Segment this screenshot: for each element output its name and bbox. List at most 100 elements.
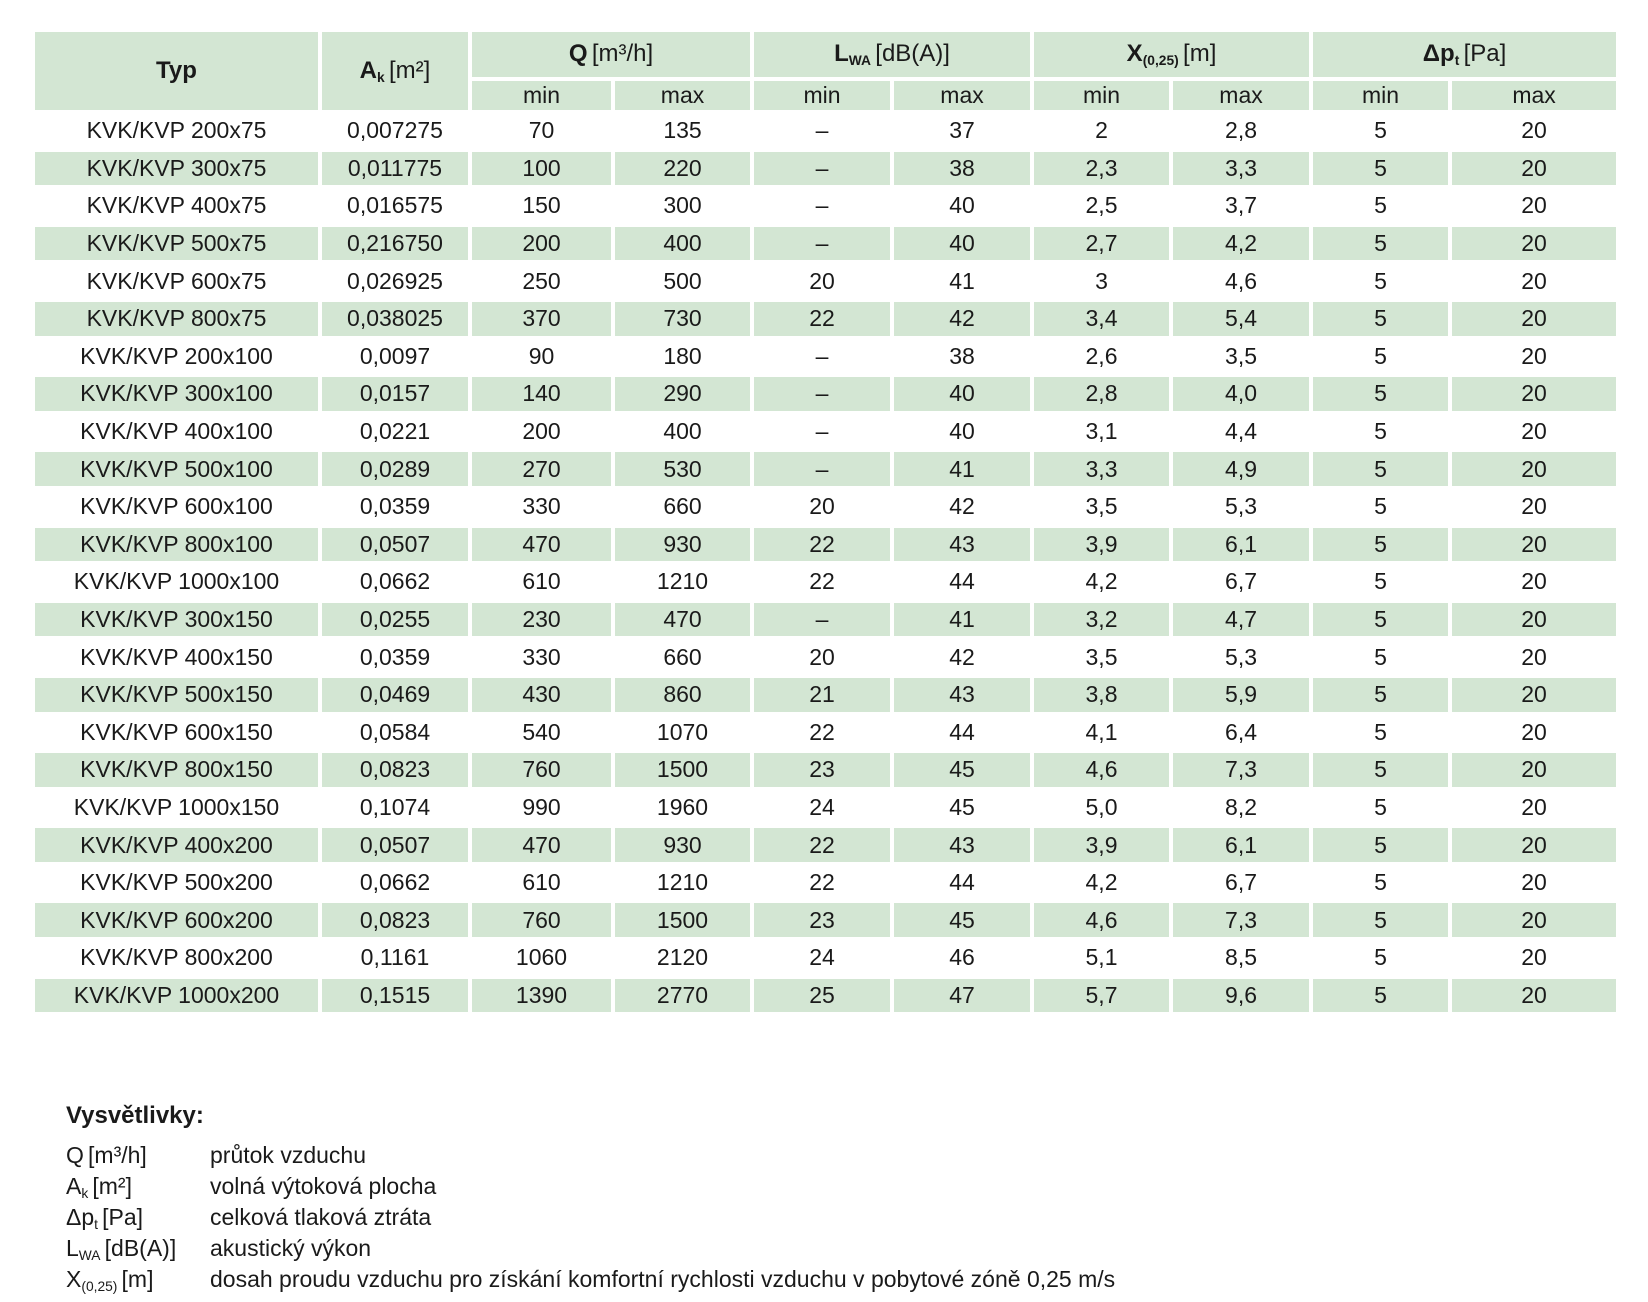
value-cell: 5 [1311,713,1451,752]
value-cell: 2,6 [1032,337,1172,376]
value-cell: 2,3 [1032,149,1172,188]
value-cell: 3,9 [1032,525,1172,564]
col-ak: Ak [m²] [320,30,470,112]
lwa-unit: [dB(A)] [875,40,950,68]
value-cell: 330 [470,638,613,676]
table-row: KVK/KVP 300x150 0,0255 230 470–41 3,2 4,7 5 20 [33,600,1619,639]
value-cell: 5 [1311,224,1451,263]
table-header: Typ Ak [m²] Q [m³/h] LWA [dB(A)] X(0,25) [m]… [33,30,1619,112]
value-cell: 930 [613,525,753,564]
table-row: KVK/KVP 600x150 0,0584 540 1070 22 44 4,1 6,4 5 2… [33,713,1619,752]
value-cell: 3,5 [1171,337,1312,376]
value-cell: 4,6 [1032,751,1172,789]
value-cell: 530 [613,450,753,488]
value-cell: 250 [470,262,613,300]
value-cell: 0,0097 [320,337,470,376]
legend-description: celková tlaková ztráta [210,1204,432,1231]
value-cell: 0,0359 [320,638,470,676]
value-cell: – [752,600,893,639]
value-cell: 44 [892,563,1033,601]
value-cell: 40 [892,224,1033,263]
value-cell: 610 [470,863,613,902]
value-cell: – [752,149,893,188]
legend-description: volná výtoková plocha [210,1173,437,1200]
type-cell: KVK/KVP 400x150 [33,638,320,676]
value-cell: 4,6 [1171,262,1312,300]
table-row: KVK/KVP 1000x200 0,1515 1390 2770 25 47 5,7 9,6… [33,976,1619,1015]
value-cell: 20 [1450,826,1619,864]
dp-subscript: t [1454,53,1460,69]
value-cell: 0,0255 [320,600,470,639]
value-cell: 20 [1450,525,1619,564]
type-cell: KVK/KVP 400x75 [33,187,320,225]
value-cell: 5 [1311,638,1451,676]
table-row: KVK/KVP 600x200 0,0823 760 1500 23 45 4,6 7,3 5 2… [33,901,1619,940]
legend-item: LWA [dB(A)] akustický výkon [66,1233,1618,1264]
col-group-x: X(0,25) [m] [1032,30,1312,79]
q-unit: [m³/h] [591,40,654,68]
value-cell: 610 [470,563,613,601]
legend-term: LWA [dB(A)] [66,1235,177,1264]
value-cell: 20 [1450,563,1619,601]
value-cell: 22 [752,563,893,601]
value-cell: 1210 [613,863,753,902]
legend-list: Q [m³/h] průtok vzduchu Ak [m²] volná výtokov… [66,1140,1618,1295]
value-cell: 3,3 [1171,149,1312,188]
col-dp-min: min [1311,79,1451,112]
type-cell: KVK/KVP 200x75 [33,112,320,150]
value-cell: 0,016575 [320,187,470,225]
value-cell: 20 [1450,337,1619,376]
value-cell: 4,1 [1032,713,1172,752]
value-cell: – [752,337,893,376]
table-row: KVK/KVP 800x75 0,038025 370 730 22 42 3,4 5,4 5 2… [33,299,1619,338]
type-cell: KVK/KVP 800x100 [33,525,320,564]
value-cell: 2,8 [1032,375,1172,413]
type-cell: KVK/KVP 300x150 [33,600,320,639]
value-cell: 0,0157 [320,375,470,413]
value-cell: 20 [1450,675,1619,714]
value-cell: 2,8 [1171,112,1312,150]
value-cell: 760 [470,901,613,940]
value-cell: 5 [1311,299,1451,338]
value-cell: 0,0221 [320,412,470,451]
value-cell: 5,1 [1032,939,1172,977]
value-cell: 20 [1450,901,1619,940]
value-cell: 0,0823 [320,901,470,940]
ak-symbol: A [359,56,377,84]
value-cell: 3 [1032,262,1172,300]
value-cell: 3,1 [1032,412,1172,451]
legend-description: dosah proudu vzduchu pro získání komfort… [210,1266,1116,1293]
value-cell: 2120 [613,939,753,977]
table-row: KVK/KVP 600x100 0,0359 330 660 20 42 3,5 5,3 5 20 [33,487,1619,526]
value-cell: 20 [1450,450,1619,488]
value-cell: 270 [470,450,613,488]
type-cell: KVK/KVP 800x200 [33,939,320,977]
table-body: KVK/KVP 200x75 0,007275 70 135–37 2 2,8 5 20 KVK… [33,112,1619,1015]
table-row: KVK/KVP 500x150 0,0469 430 860 21 43 3,8 5,9 5 20 [33,675,1619,714]
value-cell: 47 [892,976,1033,1015]
table-row: KVK/KVP 800x150 0,0823 760 1500 23 45 4,6 7,3 5 2… [33,751,1619,789]
value-cell: 45 [892,788,1033,827]
value-cell: 6,1 [1171,525,1312,564]
value-cell: 21 [752,675,893,714]
table-row: KVK/KVP 500x100 0,0289 270 530–41 3,3 4,9 5 20 [33,450,1619,488]
header-group-row: Typ Ak [m²] Q [m³/h] LWA [dB(A)] X(0,25) [m]… [33,30,1619,112]
table-row: KVK/KVP 400x100 0,0221 200 400–40 3,1 4,4 5 20 [33,412,1619,451]
value-cell: 290 [613,375,753,413]
value-cell: 43 [892,675,1033,714]
value-cell: 3,4 [1032,299,1172,338]
value-cell: 20 [1450,939,1619,977]
value-cell: 730 [613,299,753,338]
value-cell: 23 [752,751,893,789]
value-cell: 7,3 [1171,751,1312,789]
table-row: KVK/KVP 300x75 0,011775 100 220–38 2,3 3,3 5 20 [33,149,1619,188]
value-cell: 0,1074 [320,788,470,827]
value-cell: 0,011775 [320,149,470,188]
value-cell: 70 [470,112,613,150]
type-cell: KVK/KVP 500x150 [33,675,320,714]
table-row: KVK/KVP 800x100 0,0507 470 930 22 43 3,9 6,1 5 20 [33,525,1619,564]
value-cell: 42 [892,638,1033,676]
value-cell: 41 [892,450,1033,488]
value-cell: 0,1515 [320,976,470,1015]
value-cell: 3,2 [1032,600,1172,639]
